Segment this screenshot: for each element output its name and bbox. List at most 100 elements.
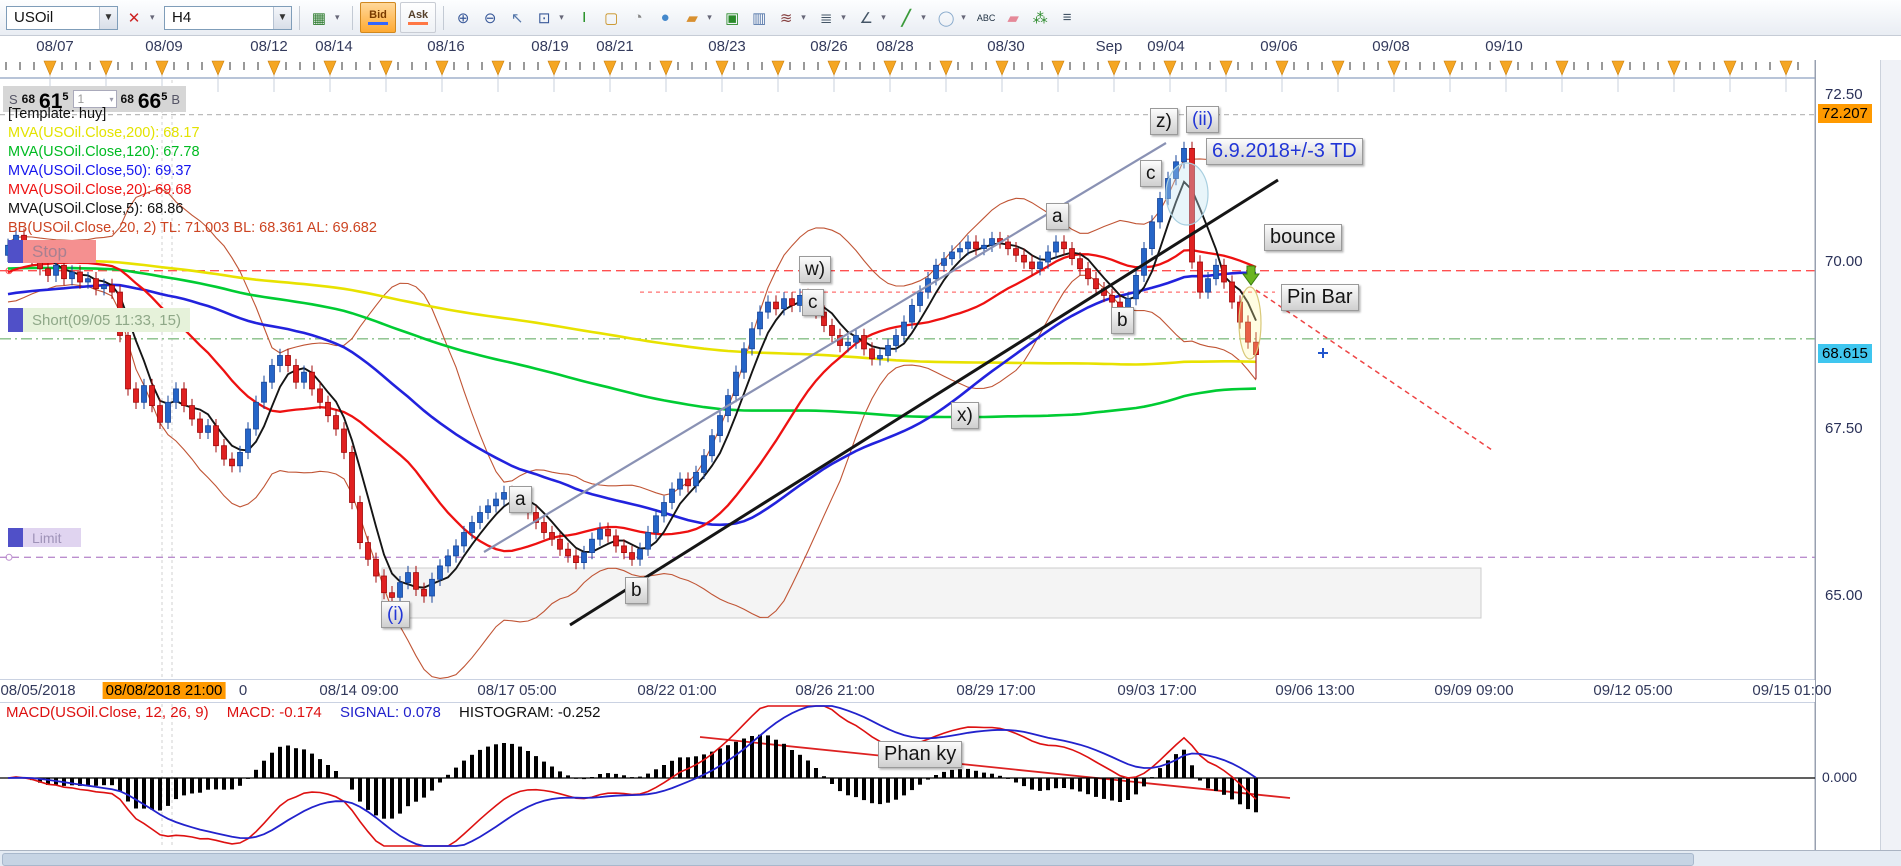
- refresh-view-icon[interactable]: ◔: [633, 9, 643, 26]
- chevron-down-icon[interactable]: ▾: [335, 12, 340, 22]
- date-axis-label: 08/14: [315, 38, 353, 55]
- time-axis-label: 08/22 01:00: [637, 682, 717, 699]
- annotation-wave-b-top[interactable]: b: [1111, 307, 1134, 334]
- right-margin-strip: [1880, 36, 1901, 866]
- date-axis-label: 09/10: [1485, 38, 1523, 55]
- bid-underline: [368, 22, 388, 25]
- chart-window-icon[interactable]: ▥: [752, 9, 767, 27]
- symbol-select-value: USOil: [14, 9, 54, 26]
- angle-lines-icon[interactable]: ∠: [859, 9, 873, 27]
- price-axis-label: 72.50: [1825, 86, 1863, 103]
- time-axis-label: 08/17 05:00: [477, 682, 557, 699]
- globe-icon[interactable]: ●: [660, 9, 670, 26]
- quantity-stepper[interactable]: 1 ▾: [72, 90, 117, 108]
- indicator-legend: [Template: huy] MVA(USOil.Close,200): 68…: [8, 105, 377, 238]
- text-label-icon[interactable]: ABC: [976, 12, 996, 23]
- limit-order-text: Limit: [23, 528, 81, 547]
- annotation-wave-a-top[interactable]: a: [1046, 203, 1069, 230]
- chevron-down-icon[interactable]: ▾: [559, 12, 564, 22]
- annotation-bounce-note[interactable]: bounce: [1264, 224, 1342, 251]
- add-image-icon[interactable]: ▣: [725, 9, 740, 27]
- indicator-legend-line: MVA(USOil.Close,200): 68.17: [8, 125, 200, 141]
- limit-order-label[interactable]: Limit: [8, 528, 81, 547]
- annotation-wave-z[interactable]: z): [1150, 108, 1178, 135]
- annotation-pin-bar-note[interactable]: Pin Bar: [1281, 284, 1359, 311]
- ask-button[interactable]: Ask: [400, 2, 437, 33]
- hlines-f-icon[interactable]: ≣: [819, 9, 833, 27]
- date-axis-label: 08/12: [250, 38, 288, 55]
- indicator-legend-line: BB(USOil.Close, 20, 2) TL: 71.003 BL: 68…: [8, 220, 377, 236]
- stop-order-label[interactable]: Stop: [8, 240, 96, 263]
- link-broken-icon[interactable]: ✕: [127, 9, 141, 27]
- annotation-wave-b-low[interactable]: b: [625, 577, 648, 604]
- bid-button[interactable]: Bid: [360, 2, 396, 33]
- annotation-wave-i[interactable]: (i): [381, 601, 410, 628]
- annotation-time-target-note[interactable]: 6.9.2018+/-3 TD: [1206, 138, 1363, 165]
- scrollbar-thumb[interactable]: [2, 853, 1694, 866]
- sell-price[interactable]: 615: [39, 89, 69, 113]
- toolbar-separator: [352, 5, 353, 30]
- pointer-add-icon[interactable]: ↖: [510, 9, 524, 27]
- chevron-down-icon[interactable]: ▾: [921, 12, 926, 22]
- chevron-down-icon[interactable]: ▾: [841, 12, 846, 22]
- top-date-axis[interactable]: 08/07 08/09 08/12 08/14 08/16 08/19 08/21 08/23…: [0, 36, 1901, 60]
- ellipse-icon[interactable]: ◯: [937, 9, 955, 27]
- indicator-legend-line: MVA(USOil.Close,120): 67.78: [8, 144, 200, 160]
- order-drag-handle[interactable]: [8, 240, 23, 263]
- time-axis-label: 08/14 09:00: [319, 682, 399, 699]
- time-axis-label: 09/15 01:00: [1752, 682, 1832, 699]
- flowchart-icon[interactable]: ⁂: [1032, 9, 1048, 27]
- date-axis-label: 09/06: [1260, 38, 1298, 55]
- order-drag-handle[interactable]: [8, 528, 23, 547]
- zoom-in-icon[interactable]: ⊕: [456, 9, 470, 27]
- date-axis-label: 08/26: [810, 38, 848, 55]
- time-axis-label: 08/29 17:00: [956, 682, 1036, 699]
- price-axis-label: 65.00: [1825, 587, 1863, 604]
- chevron-down-icon[interactable]: ▾: [961, 12, 966, 22]
- bid-button-label: Bid: [369, 9, 387, 21]
- time-axis-label: 09/03 17:00: [1117, 682, 1197, 699]
- annotation-wave-a-low[interactable]: a: [509, 486, 532, 513]
- short-position-text: Short(09/05 11:33, 15): [23, 308, 190, 332]
- date-axis-label: 08/28: [876, 38, 914, 55]
- list-icon[interactable]: ≡: [1062, 9, 1072, 26]
- horizontal-scrollbar[interactable]: [0, 850, 1901, 866]
- chevron-down-icon[interactable]: ▾: [150, 12, 155, 22]
- annotation-wave-x[interactable]: x): [951, 402, 979, 429]
- annotation-wave-c-mid[interactable]: c: [802, 289, 824, 316]
- chevron-down-icon[interactable]: ▼: [99, 6, 117, 29]
- chart-type-icon[interactable]: ▦: [311, 9, 327, 27]
- zoom-out-icon[interactable]: ⊖: [483, 9, 497, 27]
- time-axis-label: 0: [238, 682, 248, 699]
- timeframe-select[interactable]: H4 ▼: [164, 5, 292, 30]
- zigzag-icon[interactable]: ≋: [779, 9, 793, 27]
- buy-price[interactable]: 665: [137, 89, 168, 113]
- date-axis-label: 09/08: [1372, 38, 1410, 55]
- chevron-down-icon[interactable]: ▾: [109, 94, 114, 104]
- vertical-fit-icon[interactable]: Ι: [582, 9, 587, 26]
- order-drag-handle[interactable]: [8, 308, 23, 332]
- date-axis-label: Sep: [1095, 38, 1123, 55]
- chevron-down-icon[interactable]: ▾: [801, 12, 806, 22]
- annotation-wave-w[interactable]: w): [799, 256, 832, 283]
- ruler-icon[interactable]: ▰: [686, 9, 698, 27]
- indicator-legend-line: MVA(USOil.Close,5): 68.86: [8, 201, 184, 217]
- sell-handle: 68: [21, 92, 36, 106]
- window-key-icon[interactable]: ▢: [604, 9, 619, 27]
- date-axis-label: 09/04: [1147, 38, 1185, 55]
- chevron-down-icon[interactable]: ▾: [881, 12, 886, 22]
- eraser-icon[interactable]: ▰: [1007, 9, 1019, 27]
- bottom-time-axis[interactable]: 08/05/2018 08/08/2018 21:00 0 08/14 09:00 08…: [0, 680, 1832, 702]
- chevron-down-icon[interactable]: ▼: [273, 6, 291, 29]
- chevron-down-icon[interactable]: ▾: [707, 12, 712, 22]
- annotation-wave-ii[interactable]: (ii): [1186, 106, 1220, 133]
- symbol-select[interactable]: USOil ▼: [6, 5, 118, 30]
- annotation-wave-c-top[interactable]: c: [1140, 160, 1162, 187]
- box-zoom-icon[interactable]: ⊡: [537, 9, 551, 27]
- short-position-label[interactable]: Short(09/05 11:33, 15): [8, 308, 190, 332]
- trendline-icon[interactable]: ╱: [901, 9, 911, 27]
- toolbar-separator: [299, 5, 300, 30]
- sell-side-label: S: [9, 91, 18, 107]
- annotation-divergence-note[interactable]: Phan ky: [878, 741, 963, 768]
